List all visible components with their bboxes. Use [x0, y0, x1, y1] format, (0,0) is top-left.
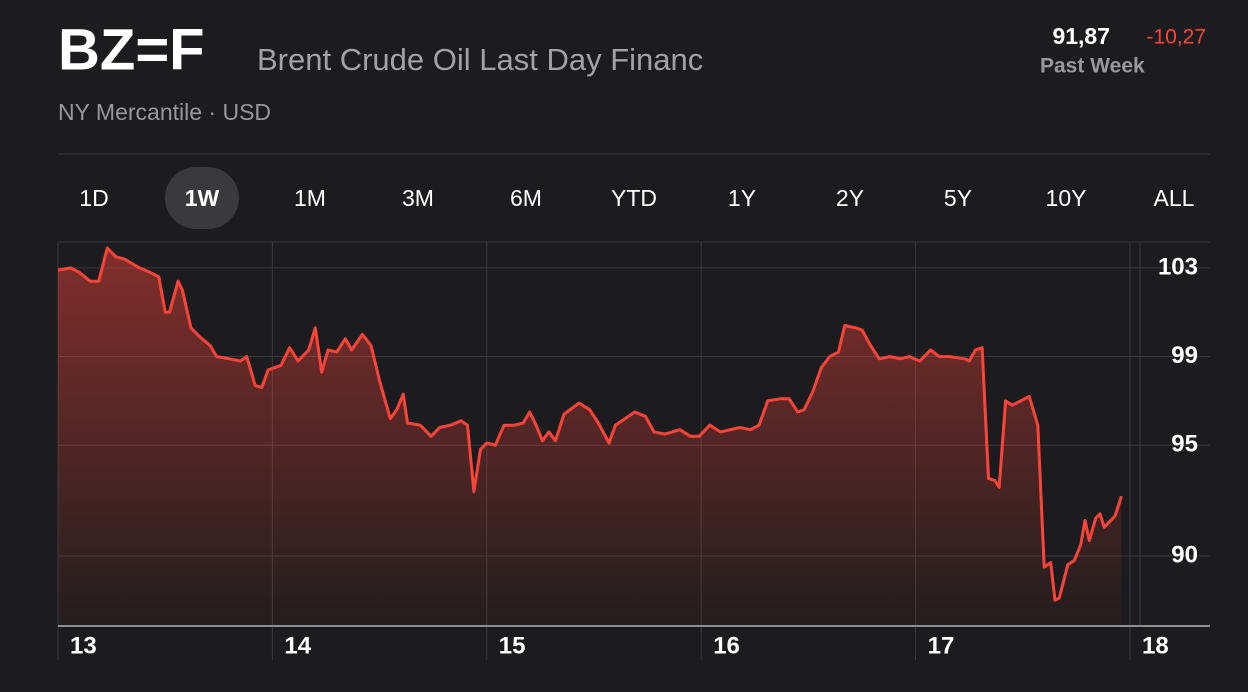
x-tick-label: 16: [713, 632, 740, 659]
symbol: BZ=F: [58, 17, 205, 82]
tab[interactable]: 1D: [79, 185, 108, 211]
tab[interactable]: ALL: [1154, 185, 1195, 211]
tab[interactable]: 3M: [402, 185, 434, 211]
x-tick-label: 13: [70, 632, 97, 659]
x-tick-label: 15: [499, 632, 526, 659]
chart: 103 99 95 90 13 14 15 16 17 18: [57, 241, 1210, 660]
tab[interactable]: 10Y: [1046, 185, 1087, 211]
y-tick-label: 103: [1158, 253, 1198, 280]
tab[interactable]: YTD: [611, 185, 657, 211]
price-line: [57, 246, 1123, 602]
period: Past Week: [1040, 55, 1145, 78]
company-name: Brent Crude Oil Last Day Financ: [257, 42, 703, 77]
tab[interactable]: 6M: [510, 185, 542, 211]
y-tick-label: 99: [1171, 342, 1198, 369]
tab[interactable]: 1W: [185, 185, 220, 211]
y-tick-label: 90: [1171, 541, 1198, 568]
tab[interactable]: 1Y: [728, 185, 756, 211]
tab[interactable]: 5Y: [944, 185, 972, 211]
x-tick-label: 17: [928, 632, 955, 659]
price: 91,87: [1052, 23, 1110, 49]
tab[interactable]: 2Y: [836, 185, 864, 211]
change: -10,27: [1146, 26, 1206, 49]
x-tick-label: 14: [284, 632, 311, 659]
area-fill: [58, 248, 1122, 626]
x-tick-label: 18: [1142, 632, 1169, 659]
tab-highlight: [165, 167, 239, 229]
tabs: 1D 1W 1M 3M 6M YTD 1Y 2Y 5Y 10Y ALL: [79, 167, 1195, 229]
y-tick-label: 95: [1171, 431, 1198, 458]
exchange: NY Mercantile · USD: [58, 99, 271, 125]
tab[interactable]: 1M: [294, 185, 326, 211]
